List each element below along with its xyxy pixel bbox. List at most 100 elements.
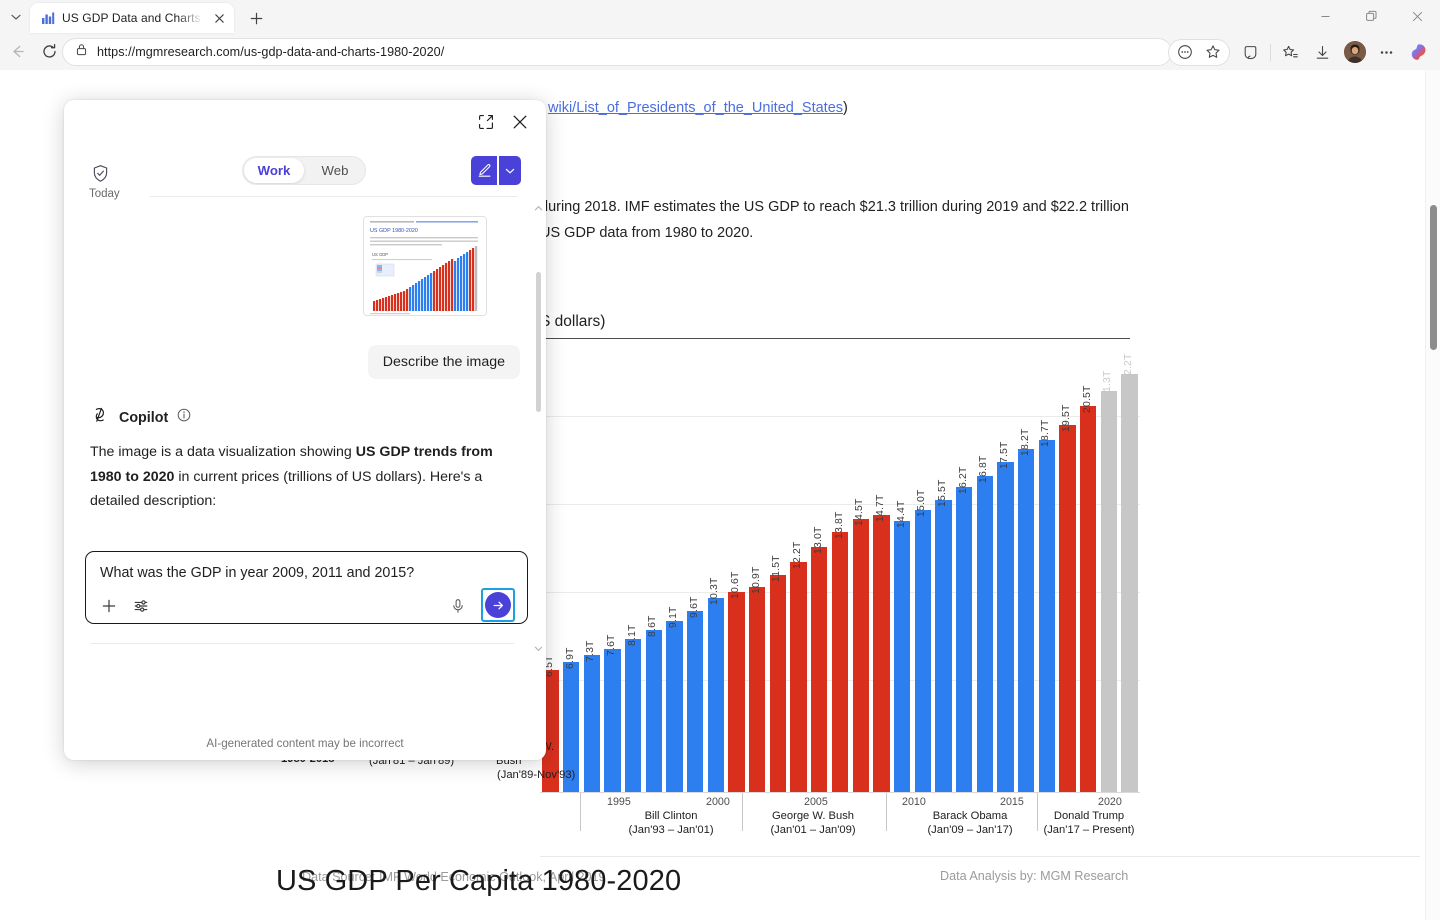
tab-web[interactable]: Web: [321, 163, 349, 178]
copilot-conversation[interactable]: US GDP 1980-2020 US GDP: [64, 200, 546, 645]
chart-bar-label: 10.6T: [730, 571, 742, 600]
tab-list-dropdown-icon[interactable]: [2, 6, 30, 28]
page-scrollbar[interactable]: [1425, 70, 1440, 920]
expand-icon[interactable]: [474, 110, 498, 134]
chart-bar: [728, 592, 745, 792]
attached-image-thumbnail[interactable]: US GDP 1980-2020 US GDP: [363, 216, 487, 316]
page-scrollbar-thumb[interactable]: [1430, 205, 1437, 350]
gridline: [540, 504, 1140, 505]
ellipsis-circle-icon[interactable]: [1171, 41, 1199, 64]
download-icon[interactable]: [1307, 38, 1338, 67]
chart-bar: [769, 575, 787, 792]
paren-close: ): [843, 100, 848, 116]
minimize-button[interactable]: [1302, 0, 1348, 33]
scroll-down-arrow-icon[interactable]: [534, 640, 544, 651]
chart-bar: [562, 662, 580, 792]
chart-bar: [666, 620, 683, 792]
term-separator: [742, 793, 743, 831]
plus-icon[interactable]: [98, 595, 120, 617]
today-separator-label: Today: [89, 188, 126, 200]
chart-bar: [1080, 405, 1097, 792]
us-gdp-chart: 6.5T 6.9T 7.3T 7.6T 8.1T 8.6T 9.1T 9.6T 10.3T 10.…: [300, 338, 1420, 884]
scroll-up-arrow-icon[interactable]: [534, 200, 544, 211]
shield-check-icon[interactable]: [88, 161, 112, 185]
article-paragraph-line-2: US GDP data from 1980 to 2020.: [540, 225, 754, 241]
left-term-fragment-bush-dates: (Jan'89-Nov'93): [497, 769, 576, 781]
split-screen-pill: [1168, 38, 1230, 66]
avatar[interactable]: [1343, 41, 1366, 63]
chart-bar: [687, 611, 704, 792]
chart-subtitle-fragment: S dollars): [540, 313, 606, 330]
chart-bar: [1121, 373, 1138, 792]
tab-close-icon[interactable]: [210, 9, 228, 27]
chart-bar-label: 15.5T: [936, 479, 948, 508]
navigation-bar: [0, 33, 1440, 70]
chart-bar-label: 9.1T: [667, 606, 679, 628]
president-term: (Jan'09 – Jan'17): [927, 824, 1013, 836]
term-separator: [580, 793, 581, 831]
chart-bar: [831, 532, 849, 792]
chart-bar-label: 14.5T: [854, 498, 866, 526]
browser-tab[interactable]: US GDP Data and Charts 1980-202: [30, 3, 234, 33]
chart-bar: [811, 547, 828, 792]
copilot-input[interactable]: What was the GDP in year 2009, 2011 and …: [100, 565, 415, 581]
tune-icon[interactable]: [130, 595, 152, 617]
copilot-scrollbar-thumb[interactable]: [536, 272, 541, 412]
chart-bar: [645, 630, 662, 792]
chart-bar-label: 10.3T: [709, 577, 721, 606]
maximize-button[interactable]: [1348, 0, 1394, 33]
chart-bar: [583, 654, 600, 792]
ai-disclaimer: AI-generated content may be incorrect: [206, 737, 404, 750]
chart-bar: [893, 520, 911, 792]
answer-text-1: The image is a data visualization showin…: [90, 444, 356, 460]
tab-work[interactable]: Work: [244, 158, 304, 183]
send-button[interactable]: [485, 592, 511, 618]
chart-bar: [624, 639, 642, 792]
toolbar-right: [1168, 36, 1434, 68]
browser-chrome: US GDP Data and Charts 1980-202: [0, 0, 1440, 70]
copilot-icon[interactable]: [1403, 38, 1434, 67]
president-name: Bill Clinton: [644, 810, 698, 822]
favorites-list-icon[interactable]: [1275, 38, 1306, 67]
president-name: Donald Trump: [1053, 810, 1125, 822]
address-bar[interactable]: https://mgmresearch.com/us-gdp-data-and-…: [62, 38, 1172, 66]
axis-tick-label: 2005: [804, 796, 828, 808]
microphone-icon[interactable]: [447, 595, 469, 617]
chart-bar-label: 21.3T: [1102, 370, 1114, 398]
chart-bar-label: 13.0T: [812, 526, 824, 555]
chart-bar-label: 7.6T: [605, 634, 617, 656]
chart-bar-label: 9.6T: [688, 596, 700, 619]
star-icon[interactable]: [1199, 41, 1227, 64]
bar-chart-icon: [40, 11, 55, 26]
data-analysis-note: Data Analysis by: MGM Research: [940, 869, 1129, 883]
profile-button[interactable]: [1339, 38, 1370, 67]
compose-icon[interactable]: [471, 156, 497, 185]
tab-strip: US GDP Data and Charts 1980-202: [0, 0, 1440, 33]
settings-ellipsis-icon[interactable]: [1371, 38, 1402, 67]
collections-icon[interactable]: [1235, 38, 1266, 67]
user-message: Describe the image: [367, 345, 520, 379]
copilot-composer[interactable]: What was the GDP in year 2009, 2011 and …: [85, 551, 528, 624]
copilot-header: Work Web: [64, 152, 546, 194]
new-tab-button[interactable]: [243, 7, 269, 29]
chevron-down-icon[interactable]: [499, 156, 521, 185]
copilot-logo-icon: [90, 405, 110, 430]
chart-bar: [1038, 439, 1056, 792]
chart-top-rule: [530, 338, 1130, 339]
toolbar-divider: [1270, 43, 1271, 61]
copilot-scrollbar[interactable]: [536, 212, 542, 640]
chart-bar-label: 19.5T: [1061, 404, 1073, 432]
close-window-button[interactable]: [1394, 0, 1440, 33]
back-arrow-icon[interactable]: [2, 37, 32, 67]
chart-bar-label: 18.7T: [1040, 419, 1052, 447]
president-term: (Jan'01 – Jan'09): [770, 824, 856, 836]
chart-x-axis: [540, 792, 1140, 793]
refresh-icon[interactable]: [34, 37, 64, 67]
info-icon[interactable]: [177, 408, 191, 427]
axis-tick-label: 2015: [1000, 796, 1024, 808]
wikipedia-link-line: wiki/List_of_Presidents_of_the_United_St…: [548, 100, 848, 116]
close-icon[interactable]: [508, 110, 532, 134]
president-term: (Jan'17 – Present): [1043, 824, 1135, 836]
window-controls: [1302, 0, 1440, 33]
wikipedia-link[interactable]: wiki/List_of_Presidents_of_the_United_St…: [548, 100, 844, 116]
